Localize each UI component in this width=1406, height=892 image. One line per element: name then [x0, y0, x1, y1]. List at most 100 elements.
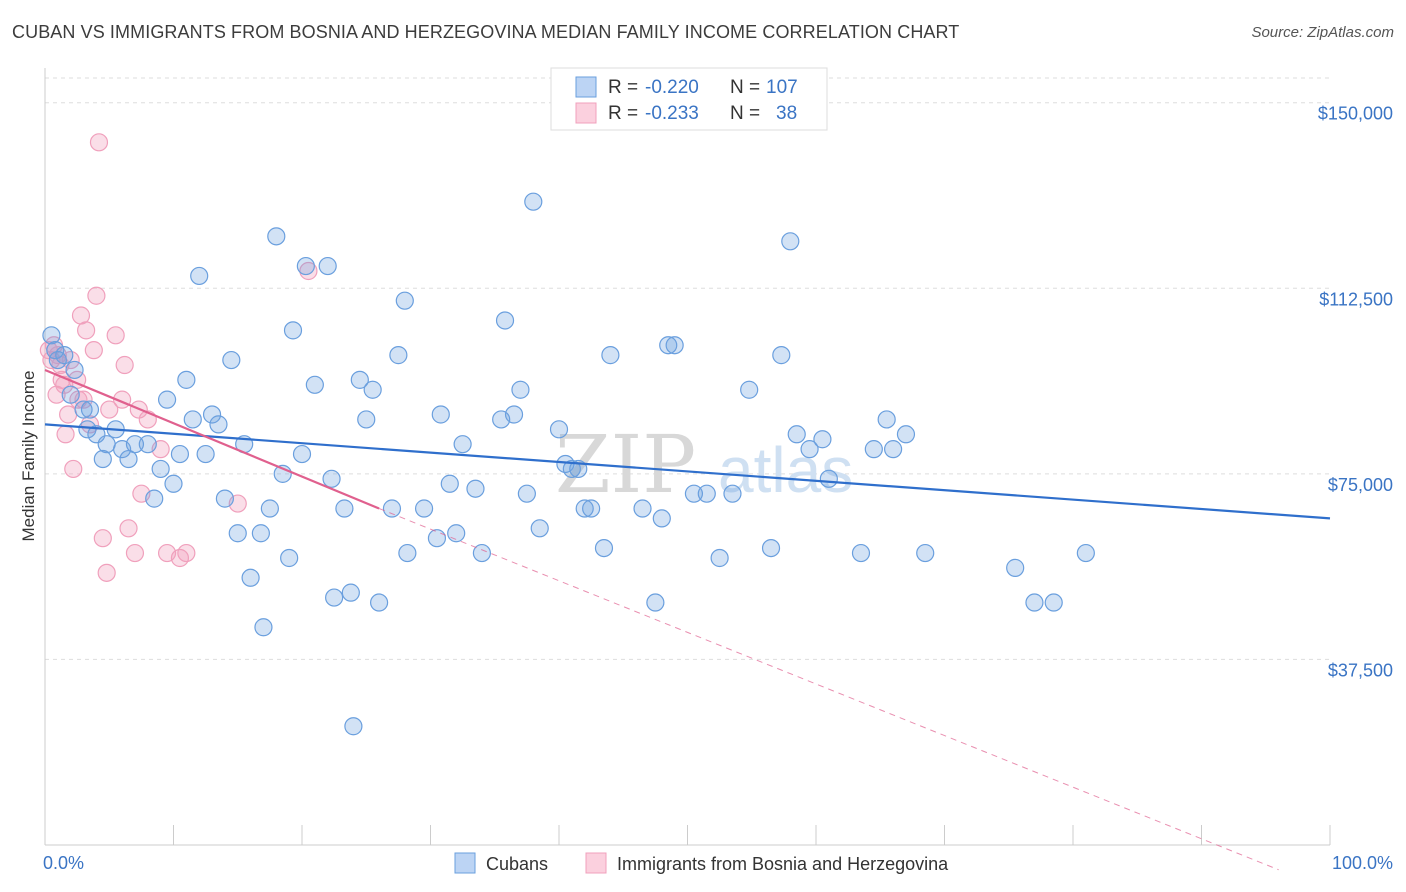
cubans-point — [335, 499, 354, 518]
cubans-point — [414, 499, 434, 518]
axes — [44, 68, 1331, 846]
cubans-point — [318, 256, 337, 276]
cubans-point — [74, 400, 93, 419]
cubans-point — [145, 489, 164, 508]
cubans-point — [183, 410, 202, 429]
cubans-point — [1025, 593, 1044, 612]
y-tick-labels: $37,500 $75,000 $112,500 $150,000 — [1318, 104, 1393, 681]
cubans-point — [781, 232, 800, 251]
cubans-point — [209, 415, 228, 434]
cubans-point — [549, 420, 569, 439]
cubans-point — [453, 435, 472, 454]
cubans-point — [389, 346, 408, 365]
cubans-point — [190, 266, 209, 286]
cubans-point — [55, 346, 74, 365]
cubans-point — [740, 380, 759, 399]
cubans-point — [772, 346, 791, 365]
bosnia-point — [299, 261, 318, 281]
cubans-point — [260, 499, 279, 518]
bottom-legend-label-cubans: Cubans — [486, 854, 548, 874]
cubans-point — [322, 469, 341, 488]
cubans-point — [427, 529, 447, 548]
cubans-point — [761, 538, 781, 558]
cubans-point — [42, 326, 61, 345]
cubans-point — [601, 346, 620, 365]
legend-swatch-cubans — [575, 76, 597, 98]
bosnia-point — [64, 459, 83, 479]
y-axis-label: Median Family Income — [19, 370, 38, 541]
cubans-point — [395, 291, 414, 310]
legend-box — [550, 67, 828, 131]
legend-r-value-1: -0.220 — [645, 77, 699, 98]
cubans-point — [800, 440, 819, 459]
cubans-point — [251, 524, 270, 543]
bosnia-point — [93, 529, 112, 548]
cubans-point — [78, 420, 97, 439]
cubans-point — [472, 543, 491, 563]
cubans-point — [80, 400, 100, 419]
cubans-trend-line — [44, 423, 1331, 520]
legend-r-label-2: R = — [608, 103, 638, 124]
cubans-point — [157, 390, 177, 409]
cubans-point — [222, 350, 241, 370]
cubans-point — [517, 484, 536, 503]
cubans-point — [97, 435, 116, 454]
cubans-point — [530, 519, 549, 538]
bosnia-point — [119, 519, 138, 538]
cubans-point — [883, 440, 903, 459]
cubans-point — [170, 444, 190, 464]
legend-n-value-2: 38 — [776, 103, 797, 124]
x-tick-label-min: 0.0% — [43, 853, 84, 873]
cubans-point — [283, 321, 303, 340]
bosnia-point — [84, 341, 103, 360]
y-tick-label: $150,000 — [1318, 104, 1393, 124]
legend-swatch-bosnia — [575, 102, 597, 124]
legend-n-label-2: N = — [730, 103, 760, 124]
cubans-point — [151, 459, 170, 479]
legend-n-label-1: N = — [730, 77, 760, 98]
cubans-point — [296, 256, 315, 276]
cubans-point — [594, 538, 614, 558]
bosnia-point — [115, 355, 134, 375]
cubans-point — [93, 449, 112, 469]
cubans-point — [524, 192, 543, 211]
series-cubans-points — [42, 192, 1095, 736]
cubans-point — [254, 618, 273, 637]
cubans-point — [125, 435, 145, 454]
cubans-point — [350, 370, 369, 389]
cubans-point — [431, 405, 450, 424]
y-tick-label: $75,000 — [1328, 475, 1393, 495]
chart-title: CUBAN VS IMMIGRANTS FROM BOSNIA AND HERZ… — [12, 22, 960, 42]
cubans-point — [292, 444, 312, 464]
cubans-point — [864, 440, 883, 459]
cubans-point — [177, 370, 196, 389]
cubans-point — [466, 479, 485, 498]
cubans-point — [646, 593, 665, 612]
trend-lines — [44, 368, 1331, 871]
cubans-point — [877, 410, 896, 429]
cubans-point — [440, 474, 459, 493]
bosnia-point — [87, 286, 106, 305]
cubans-point — [851, 543, 871, 563]
cubans-point — [398, 543, 417, 563]
cubans-point — [164, 474, 183, 493]
legend-r-value-2: -0.233 — [645, 103, 699, 124]
bosnia-trend-line — [44, 368, 380, 510]
cubans-point — [280, 548, 299, 568]
cubans-point — [819, 469, 838, 488]
series-bosnia-points — [39, 133, 318, 582]
bosnia-point — [77, 321, 96, 340]
cubans-point — [241, 568, 260, 587]
cubans-point — [341, 583, 360, 602]
cubans-point — [652, 509, 671, 528]
x-tick-labels: 0.0% 100.0% — [43, 853, 1393, 873]
cubans-point — [916, 543, 935, 563]
bosnia-point — [56, 425, 75, 444]
bosnia-point — [59, 405, 78, 424]
cubans-point — [215, 489, 234, 508]
legend-n-value-1: 107 — [766, 77, 798, 98]
bottom-legend-swatch-cubans — [454, 852, 476, 874]
cubans-point — [1006, 558, 1025, 577]
cubans-point — [1044, 593, 1063, 612]
